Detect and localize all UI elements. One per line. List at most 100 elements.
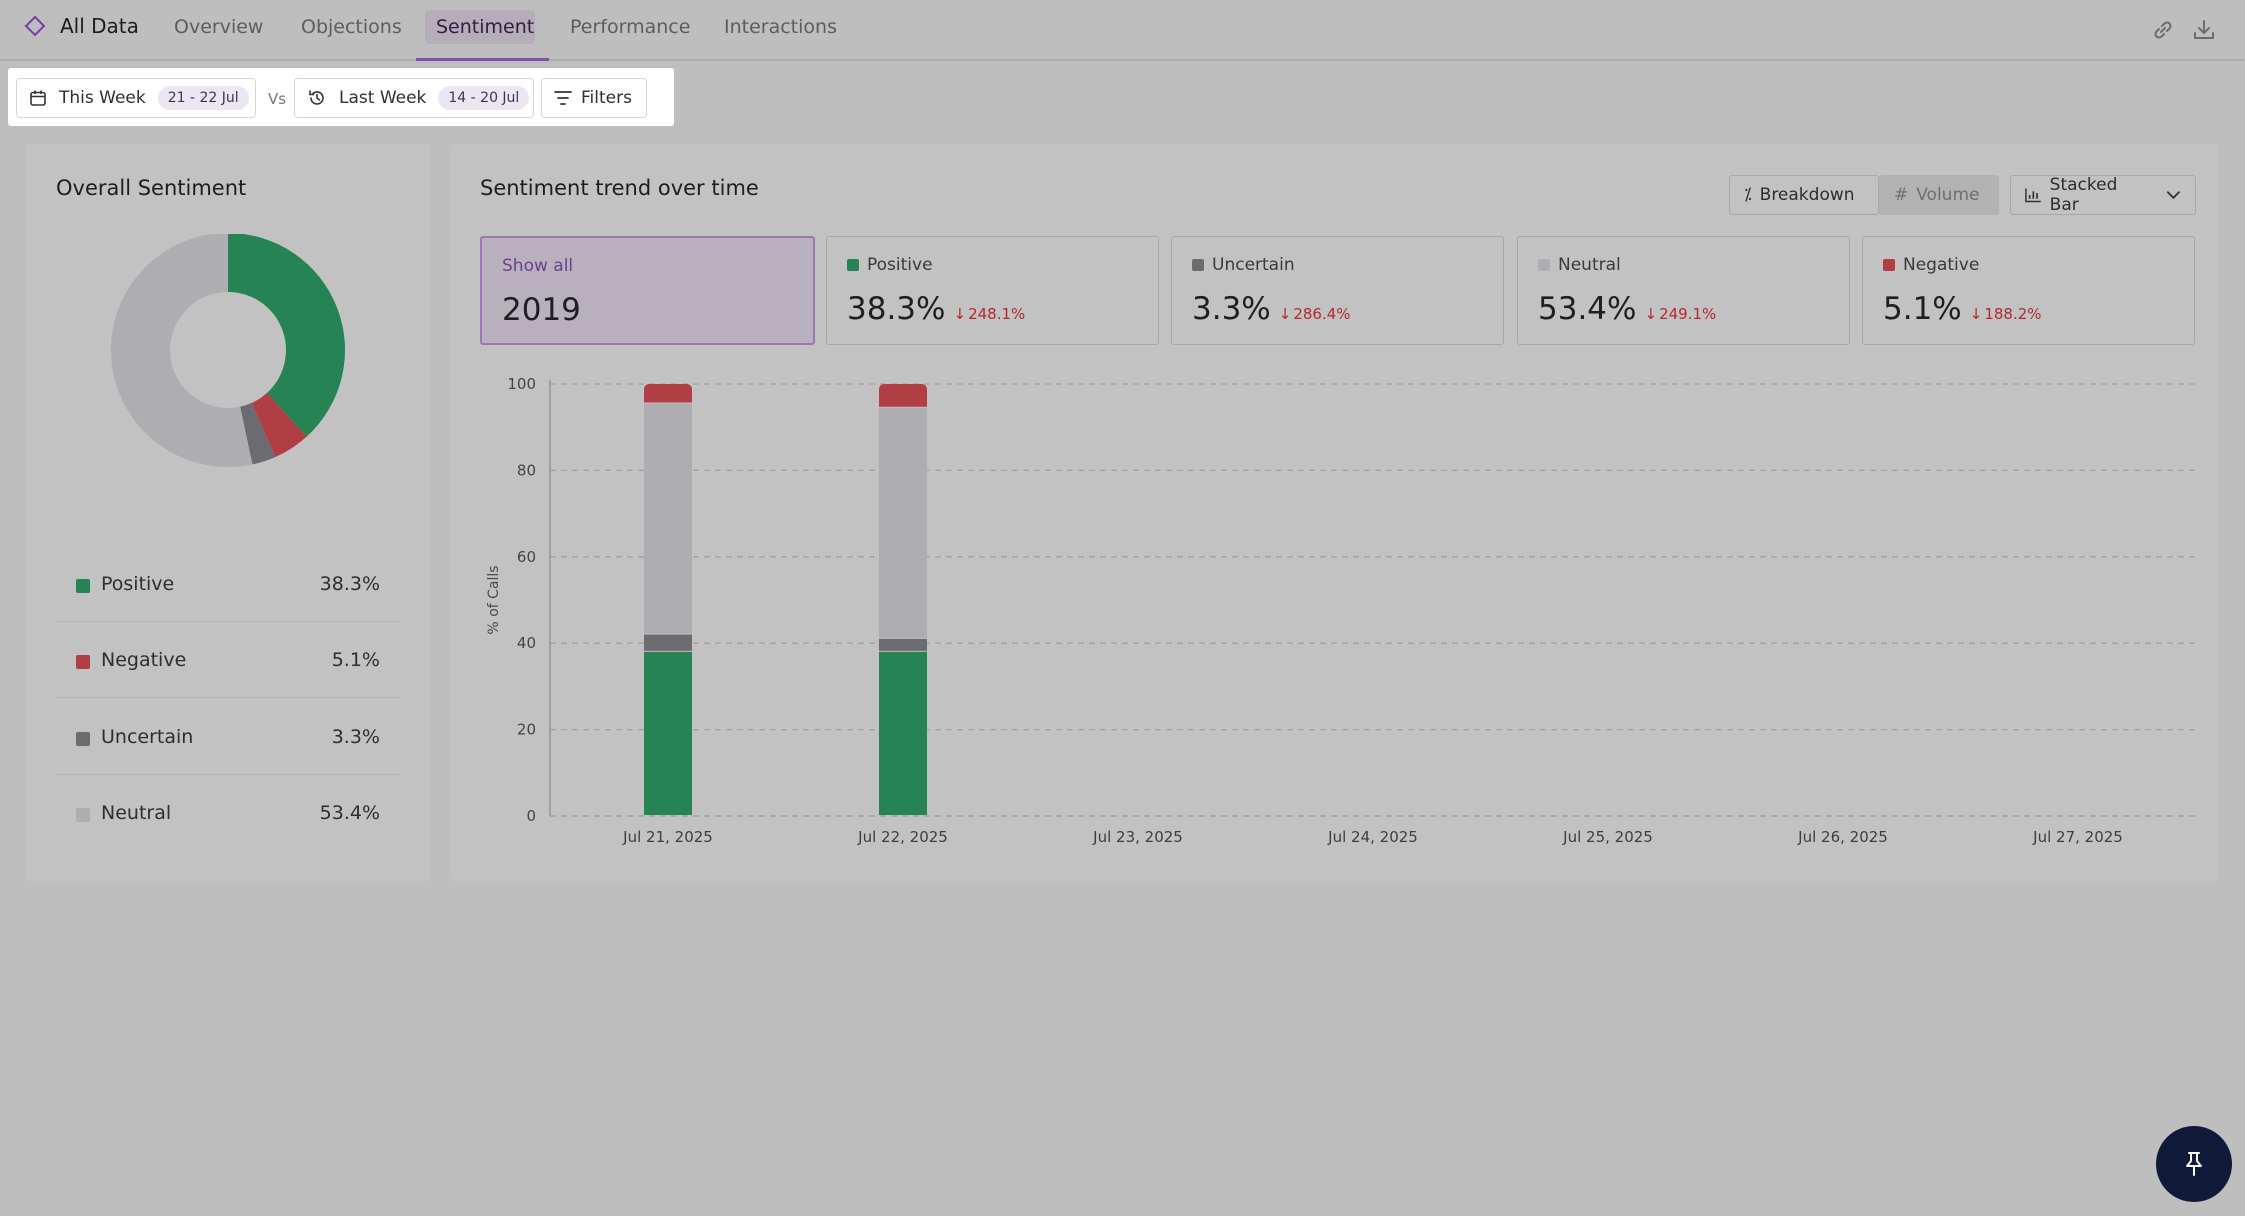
legend-value: 5.1% [331,649,380,671]
percent-icon: ⁒ [1744,185,1752,205]
diamond-icon [24,15,46,37]
arrow-down-icon: ↓ [1644,305,1658,323]
uncertain-square [1192,259,1204,271]
card-delta: ↓ 248.1% [953,305,1025,323]
card-value: 3.3% [1192,291,1271,327]
filters-label: Filters [581,88,632,108]
sentiment-trend-title: Sentiment trend over time [480,176,759,200]
x-tick-label: Jul 23, 2025 [1092,828,1183,846]
breakdown-label: Breakdown [1759,185,1855,205]
donut-slice-neutral[interactable] [111,234,253,467]
legend-row-positive: Positive 38.3% [56,546,401,622]
arrow-down-icon: ↓ [953,305,967,323]
legend-label: Positive [101,573,175,595]
filters-button[interactable]: Filters [541,78,647,118]
tab-sentiment[interactable]: Sentiment [436,16,535,38]
bar-segment-negative[interactable] [644,384,692,403]
card-neutral[interactable]: Neutral 53.4% ↓ 249.1% [1517,236,1850,345]
card-label: Uncertain [1212,255,1295,275]
card-label: Negative [1903,255,1980,275]
sentiment-donut-chart [111,234,345,467]
pin-button[interactable] [2156,1126,2232,1202]
card-show-all[interactable]: Show all 2019 [480,236,815,345]
active-tab-highlight [425,10,535,44]
card-label: Show all [502,256,574,276]
tab-overview[interactable]: Overview [174,16,264,38]
card-label: Positive [867,255,933,275]
overall-sentiment-title: Overall Sentiment [56,176,247,200]
current-period-range: 21 - 22 Jul [157,86,249,110]
overall-sentiment-panel: Overall Sentiment [26,144,430,881]
bar-segment-positive[interactable] [644,651,692,815]
legend-value: 53.4% [319,802,380,824]
neutral-square [1538,259,1550,271]
active-tab-underline [416,58,549,61]
legend-row-neutral: Neutral 53.4% [56,775,401,851]
card-delta: ↓ 249.1% [1644,305,1716,323]
bar-segment-neutral[interactable] [879,407,927,638]
y-tick-label: 60 [517,548,536,566]
previous-period-range: 14 - 20 Jul [438,86,530,110]
card-value-wrap: 38.3% ↓ 248.1% [847,291,1025,327]
donut-slice-negative[interactable] [251,392,307,457]
y-tick-label: 0 [526,807,536,825]
breakdown-toggle[interactable]: ⁒ Breakdown [1729,175,1879,215]
donut-slice-uncertain[interactable] [240,403,276,465]
volume-label: Volume [1916,185,1980,205]
bar-segment-negative[interactable] [879,384,927,407]
bar-segment-positive[interactable] [879,651,927,815]
bar-segment-uncertain[interactable] [644,634,692,651]
legend-value: 38.3% [319,573,380,595]
bar-segment-uncertain[interactable] [879,638,927,651]
negative-swatch [76,655,90,669]
sentiment-trend-chart: 0 20 40 60 80 100 % of Calls Jul 21, 2025 Jul 22… [486,375,2195,846]
negative-square [1883,259,1895,271]
legend-row-negative: Negative 5.1% [56,622,401,698]
donut-slice-positive[interactable] [228,234,345,437]
download-icon[interactable] [2191,17,2217,43]
y-tick-label: 40 [517,634,536,652]
bar-segment-neutral[interactable] [644,403,692,634]
filter-icon [554,91,572,105]
delta-value: 248.1% [968,305,1026,323]
previous-period-label: Last Week [339,88,427,108]
legend-label: Uncertain [101,726,194,748]
pin-icon [2186,1152,2202,1176]
tab-objections[interactable]: Objections [301,16,402,38]
x-tick-label: Jul 24, 2025 [1327,828,1418,846]
positive-swatch [76,579,90,593]
card-value: 38.3% [847,291,946,327]
tab-performance[interactable]: Performance [570,16,691,38]
x-tick-label: Jul 22, 2025 [857,828,948,846]
link-icon[interactable] [2150,17,2176,43]
card-positive[interactable]: Positive 38.3% ↓ 248.1% [826,236,1159,345]
history-icon [309,90,324,105]
volume-toggle[interactable]: # Volume [1879,175,1999,215]
arrow-down-icon: ↓ [1969,305,1983,323]
brand-label: All Data [60,14,139,38]
previous-period-button[interactable]: Last Week 14 - 20 Jul [294,78,534,118]
brand[interactable]: All Data [24,14,139,38]
card-value-wrap: 53.4% ↓ 249.1% [1538,291,1716,327]
current-period-label: This Week [59,88,146,108]
x-tick-label: Jul 25, 2025 [1562,828,1653,846]
card-uncertain[interactable]: Uncertain 3.3% ↓ 286.4% [1171,236,1504,345]
card-negative[interactable]: Negative 5.1% ↓ 188.2% [1862,236,2195,345]
x-tick-label: Jul 26, 2025 [1797,828,1888,846]
current-period-button[interactable]: This Week 21 - 22 Jul [16,78,256,118]
hash-icon: # [1894,185,1909,205]
card-value-wrap: 3.3% ↓ 286.4% [1192,291,1351,327]
card-label-wrap: Neutral [1538,255,1621,275]
card-value: 5.1% [1883,291,1962,327]
chart-type-select[interactable]: Stacked Bar [2010,175,2196,215]
y-tick-label: 20 [517,721,536,739]
neutral-swatch [76,808,90,822]
card-label: Neutral [1558,255,1621,275]
calendar-icon [30,90,46,106]
card-value: 2019 [502,292,581,328]
tab-interactions[interactable]: Interactions [724,16,837,38]
delta-value: 188.2% [1984,305,2042,323]
x-tick-label: Jul 27, 2025 [2032,828,2123,846]
bar-chart-icon [2025,188,2041,203]
card-label-wrap: Uncertain [1192,255,1295,275]
